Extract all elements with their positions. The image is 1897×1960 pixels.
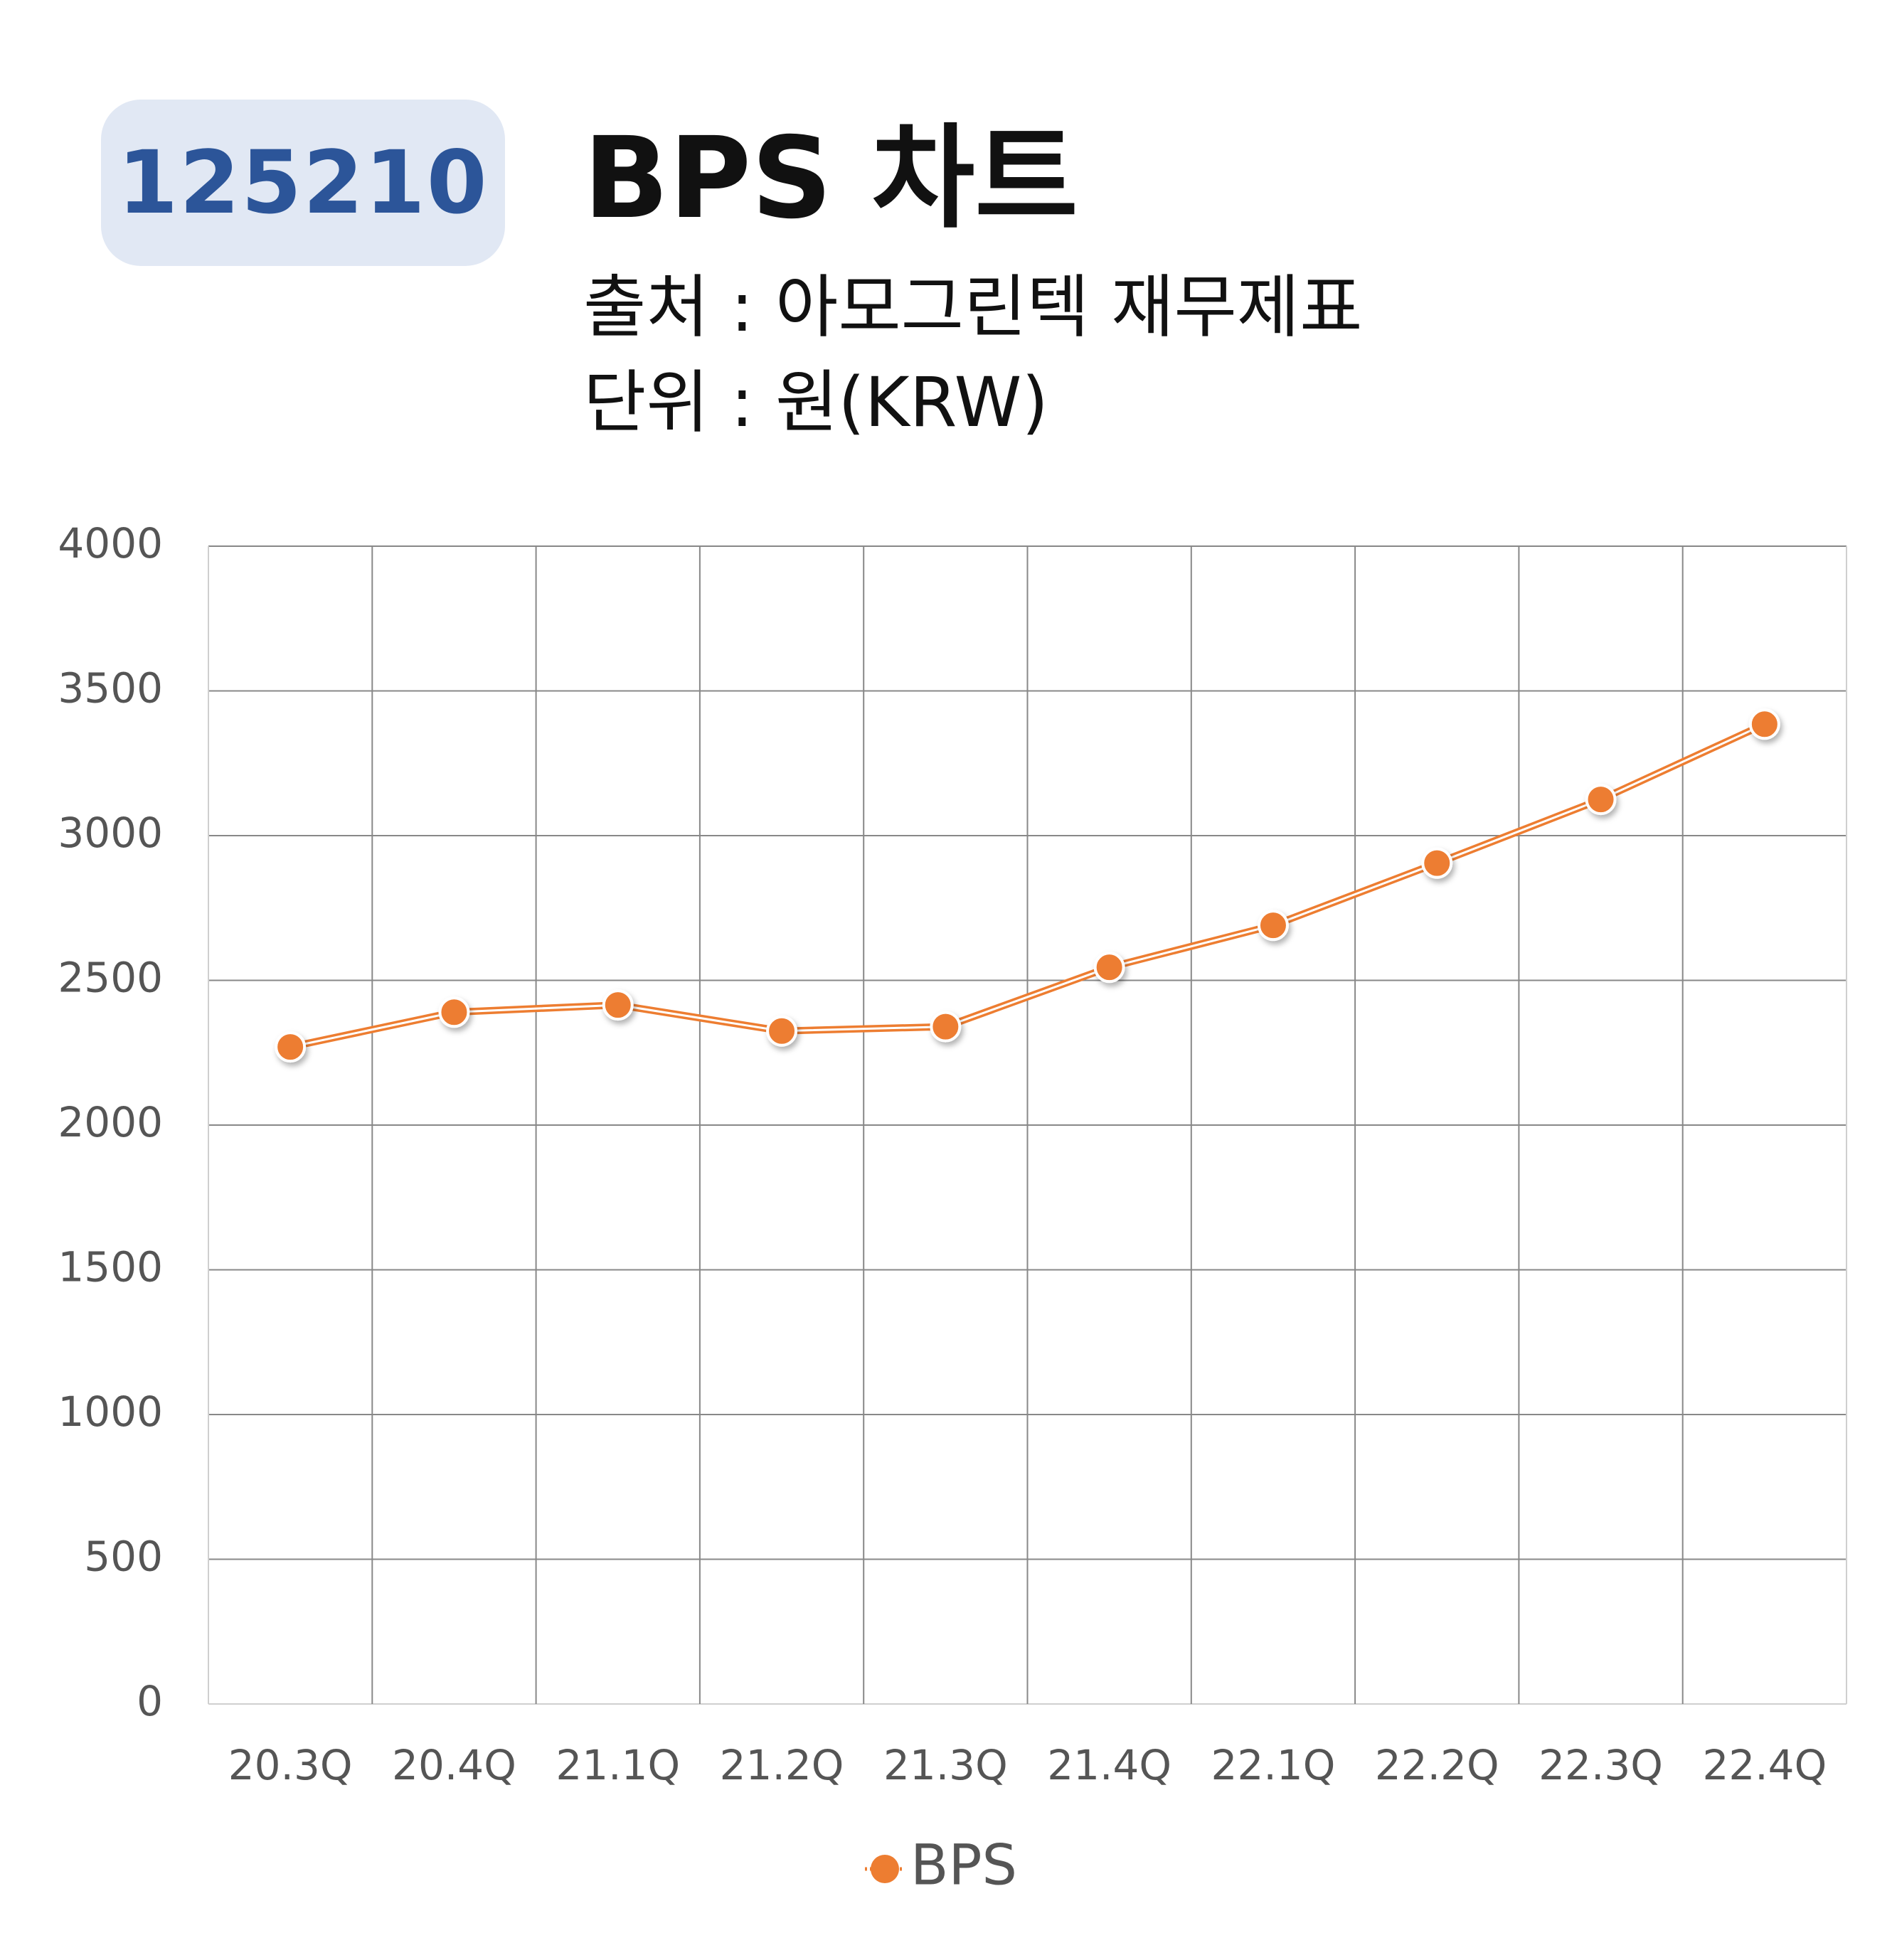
data-point xyxy=(930,1011,962,1043)
stock-code: 125210 xyxy=(117,132,489,233)
x-tick-label: 21.1Q xyxy=(556,1741,680,1789)
chart-title: BPS 차트 xyxy=(583,113,1078,244)
unit-label: 단위 : 원(KRW) xyxy=(583,363,1048,442)
data-point xyxy=(1585,784,1617,816)
data-point xyxy=(1093,952,1125,984)
y-tick-label: 2000 xyxy=(58,1098,163,1146)
x-tick-label: 21.4Q xyxy=(1047,1741,1171,1789)
data-point xyxy=(438,996,470,1028)
data-point xyxy=(602,989,634,1021)
x-axis: 20.3Q 20.4Q 21.1Q 21.2Q 21.3Q 21.4Q 22.1Q 22.2Q… xyxy=(228,1741,1827,1789)
y-tick-label: 3500 xyxy=(58,664,163,713)
grid xyxy=(208,545,1847,1705)
y-tick-label: 1500 xyxy=(58,1243,163,1291)
data-point xyxy=(275,1031,307,1063)
y-tick-label: 3000 xyxy=(58,809,163,857)
y-tick-label: 0 xyxy=(137,1677,163,1725)
series-bps xyxy=(275,708,1780,1063)
y-axis: 0 500 1000 1500 2000 2500 3000 3500 4000 xyxy=(58,519,163,1725)
y-tick-label: 1000 xyxy=(58,1388,163,1436)
data-point xyxy=(1421,847,1453,879)
y-tick-label: 4000 xyxy=(58,519,163,568)
x-tick-label: 22.3Q xyxy=(1539,1741,1663,1789)
legend-marker xyxy=(871,1855,899,1883)
data-point xyxy=(766,1015,798,1047)
x-tick-label: 20.3Q xyxy=(228,1741,353,1789)
x-tick-label: 21.2Q xyxy=(720,1741,844,1789)
x-tick-label: 20.4Q xyxy=(392,1741,516,1789)
x-tick-label: 21.3Q xyxy=(883,1741,1008,1789)
data-point xyxy=(1257,910,1289,942)
y-tick-label: 500 xyxy=(84,1533,163,1581)
x-tick-label: 22.4Q xyxy=(1702,1741,1827,1789)
series-line-inner xyxy=(289,723,1766,1048)
legend-label: BPS xyxy=(910,1833,1017,1897)
x-tick-label: 22.1Q xyxy=(1211,1741,1336,1789)
x-tick-label: 22.2Q xyxy=(1375,1741,1499,1789)
stock-code-badge: 125210 xyxy=(101,100,505,266)
source-label: 출처 : 아모그린텍 재무제표 xyxy=(583,267,1363,347)
legend: BPS xyxy=(865,1833,1017,1897)
y-tick-label: 2500 xyxy=(58,954,163,1002)
data-point xyxy=(1748,708,1780,740)
